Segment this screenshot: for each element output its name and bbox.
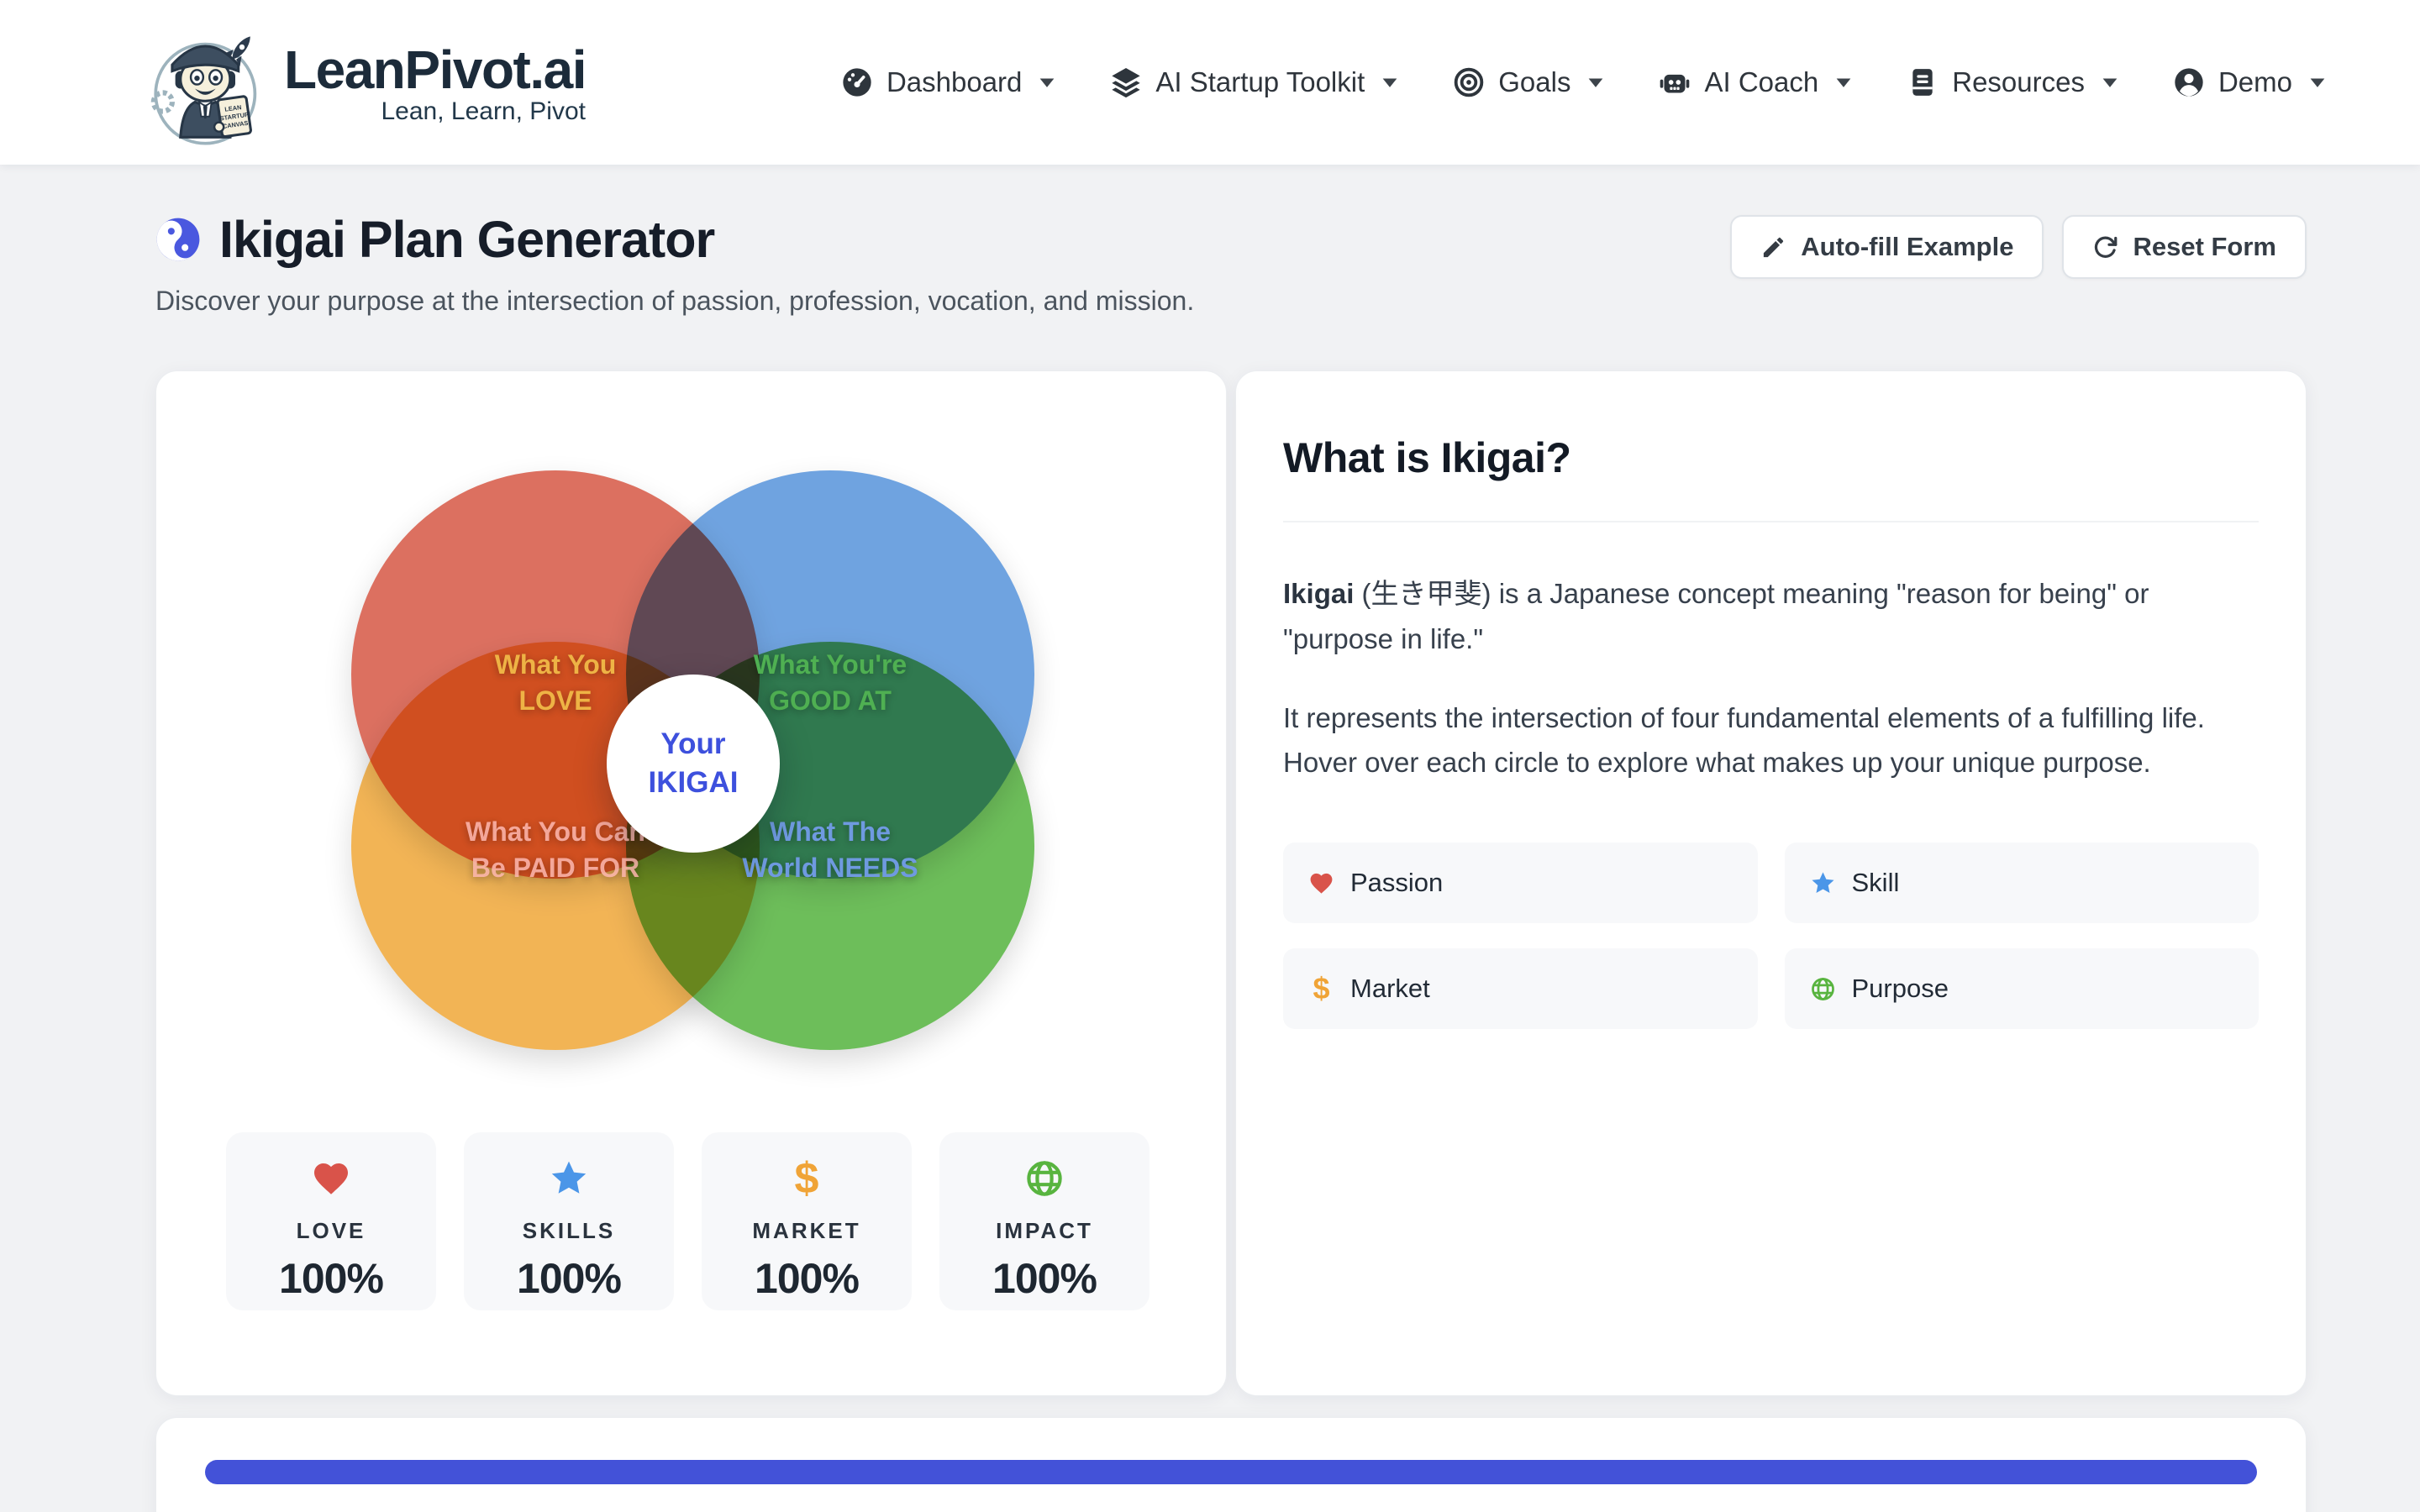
chip-purpose: Purpose	[1784, 948, 2259, 1030]
chevron-down-icon	[1589, 77, 1603, 87]
chip-label: Passion	[1350, 868, 1444, 898]
page-header-left: Ikigai Plan Generator Discover your purp…	[155, 210, 1194, 317]
pencil-icon	[1764, 237, 1784, 257]
element-chips: Passion Skill $ Market	[1283, 843, 2259, 1030]
nav-item-goals[interactable]: Goals	[1452, 66, 1604, 99]
nav-label: Dashboard	[886, 66, 1023, 97]
bottom-section-card	[155, 1417, 2307, 1512]
nav-label: Demo	[2217, 66, 2292, 97]
nav-item-resources[interactable]: Resources	[1906, 66, 2118, 99]
stat-value: 100%	[517, 1255, 622, 1302]
ikigai-center-circle: Your IKIGAI	[607, 675, 780, 853]
chevron-down-icon	[2102, 77, 2118, 87]
brand-tagline: Lean, Learn, Pivot	[381, 97, 586, 125]
svg-text:CANVAS: CANVAS	[222, 119, 249, 130]
mascot-logo-icon: LEAN STARTUP CANVAS	[150, 36, 257, 145]
user-icon	[2175, 68, 2203, 97]
dollar-icon: $	[1313, 971, 1330, 1006]
target-icon	[1455, 67, 1484, 97]
svg-text:LEAN: LEAN	[224, 103, 242, 113]
robot-icon	[1660, 74, 1690, 93]
page-title: Ikigai Plan Generator	[219, 211, 715, 268]
cards-row: What You LOVE What You're GOOD AT What You…	[155, 370, 2307, 1396]
info-paragraph-2: It represents the intersection of four f…	[1283, 701, 2205, 779]
globe-icon	[1027, 1161, 1062, 1196]
top-navbar: LEAN STARTUP CANVAS LeanPivot.ai Lean, L…	[0, 0, 2420, 165]
ikigai-term: Ikigai	[1283, 578, 1355, 609]
stat-love: LOVE 100%	[226, 1132, 436, 1310]
book-icon	[1912, 69, 1933, 96]
reset-label: Reset Form	[2133, 232, 2276, 261]
main-content: Ikigai Plan Generator Discover your purp…	[0, 210, 2420, 1512]
ikigai-center-label: Your IKIGAI	[648, 727, 739, 799]
nav-item-demo[interactable]: Demo	[2172, 66, 2326, 99]
brand-logo[interactable]: LEAN STARTUP CANVAS LeanPivot.ai Lean, L…	[141, 11, 587, 154]
dollar-icon: $	[794, 1154, 819, 1203]
brand-name: LeanPivot.ai	[284, 39, 587, 100]
autofill-example-button[interactable]: Auto-fill Example	[1730, 215, 2044, 279]
chevron-down-icon	[1836, 77, 1851, 87]
nav-label: AI Coach	[1704, 66, 1819, 97]
heart-icon	[314, 1163, 348, 1194]
chevron-down-icon	[1382, 77, 1397, 87]
rotate-cw-icon	[2095, 236, 2118, 258]
stat-label: LOVE	[296, 1218, 366, 1243]
chip-label: Market	[1350, 974, 1430, 1004]
chip-passion: Passion	[1283, 843, 1758, 924]
heart-icon	[1310, 873, 1333, 894]
stat-label: MARKET	[752, 1218, 861, 1243]
nav-item-ai-coach[interactable]: AI Coach	[1658, 66, 1852, 99]
nav-item-ai-startup-toolkit[interactable]: AI Startup Toolkit	[1109, 66, 1398, 99]
ikigai-venn-card: What You LOVE What You're GOOD AT What You…	[155, 370, 1227, 1396]
nav-label: Goals	[1498, 66, 1571, 97]
progress-bar	[205, 1460, 2257, 1484]
chip-market: $ Market	[1283, 948, 1758, 1030]
stat-label: SKILLS	[522, 1218, 616, 1243]
speedometer-icon	[843, 68, 871, 97]
chip-skill: Skill	[1784, 843, 2259, 924]
page-header: Ikigai Plan Generator Discover your purp…	[155, 210, 2307, 317]
star-icon	[1811, 871, 1834, 893]
header-actions: Auto-fill Example Reset Form	[1730, 215, 2307, 279]
divider	[1283, 521, 2259, 522]
nav-label: AI Startup Toolkit	[1155, 66, 1365, 97]
chevron-down-icon	[2310, 77, 2325, 87]
chip-label: Purpose	[1851, 974, 1949, 1004]
layers-icon	[1112, 68, 1141, 98]
stat-impact: IMPACT 100%	[939, 1132, 1150, 1310]
nav-menu: Dashboard AI Startup Toolkit Goals	[840, 66, 2326, 99]
reset-form-button[interactable]: Reset Form	[2062, 215, 2307, 279]
yin-yang-icon	[156, 218, 200, 261]
stat-skills: SKILLS 100%	[464, 1132, 674, 1310]
stat-value: 100%	[992, 1255, 1097, 1302]
info-title: What is Ikigai?	[1283, 434, 1571, 481]
stat-value: 100%	[755, 1255, 860, 1302]
info-paragraph-1: Ikigai (生き甲斐) is a Japanese concept mean…	[1283, 578, 2149, 654]
stat-value: 100%	[279, 1255, 384, 1302]
star-icon	[551, 1161, 587, 1194]
nav-label: Resources	[1952, 66, 2085, 97]
chip-label: Skill	[1851, 868, 1900, 898]
what-is-ikigai-card: What is Ikigai? Ikigai (生き甲斐) is a Japan…	[1235, 370, 2307, 1396]
venn-stats-row: LOVE 100% SKILLS 100% $ MARKET 100%	[226, 1132, 1150, 1310]
autofill-label: Auto-fill Example	[1801, 232, 2014, 261]
globe-icon	[1811, 977, 1834, 1000]
stat-market: $ MARKET 100%	[702, 1132, 912, 1310]
chevron-down-icon	[1040, 77, 1055, 87]
page-subtitle: Discover your purpose at the intersectio…	[155, 286, 1195, 316]
stat-label: IMPACT	[996, 1218, 1093, 1243]
nav-item-dashboard[interactable]: Dashboard	[840, 66, 1055, 99]
